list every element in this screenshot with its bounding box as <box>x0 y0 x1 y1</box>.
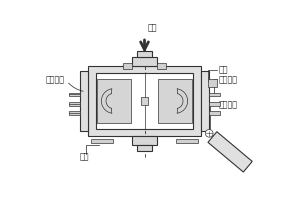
Text: 水冷夹套: 水冷夹套 <box>45 75 64 84</box>
Bar <box>132 136 157 145</box>
Bar <box>208 79 217 87</box>
Bar <box>69 102 80 106</box>
Text: 原料: 原料 <box>148 23 157 32</box>
Bar <box>80 71 88 131</box>
Bar <box>209 102 220 106</box>
Bar <box>123 63 132 69</box>
Text: 原料: 原料 <box>80 153 89 162</box>
Text: 内芯: 内芯 <box>218 66 228 75</box>
Bar <box>137 145 152 151</box>
Text: 出料挡板: 出料挡板 <box>218 100 237 109</box>
Bar <box>158 79 192 123</box>
Bar <box>96 73 193 129</box>
Bar <box>141 97 148 105</box>
Bar <box>132 57 157 66</box>
Polygon shape <box>208 132 252 172</box>
Bar <box>92 139 113 143</box>
Bar <box>97 79 131 123</box>
Bar <box>69 93 80 96</box>
Bar <box>157 63 166 69</box>
Bar <box>69 111 80 115</box>
Text: 旋转转子: 旋转转子 <box>218 75 237 84</box>
Bar <box>209 111 220 115</box>
Bar <box>88 66 202 136</box>
Bar <box>137 51 152 57</box>
Bar <box>209 93 220 96</box>
Circle shape <box>205 129 213 137</box>
Bar <box>202 71 209 131</box>
Bar <box>176 139 198 143</box>
